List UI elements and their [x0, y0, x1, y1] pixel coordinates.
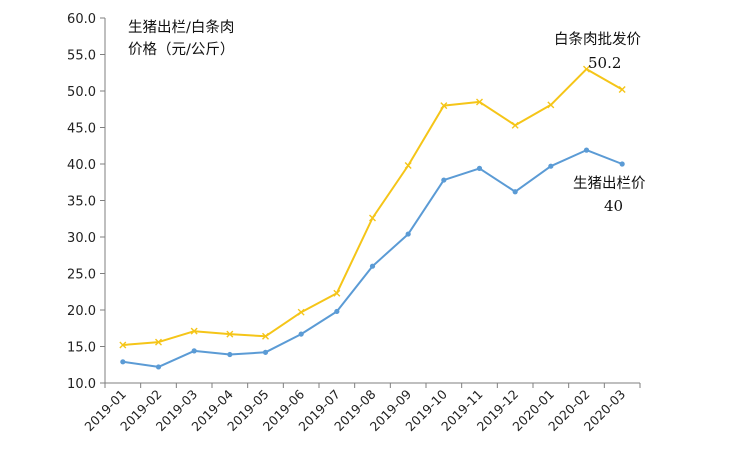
- x-axis: 2019-012019-022019-032019-042019-052019-…: [81, 382, 641, 434]
- y-tick-label: 60.0: [67, 12, 96, 27]
- y-tick-label: 45.0: [67, 122, 96, 137]
- y-tick-label: 30.0: [67, 231, 96, 246]
- series-line: [122, 149, 623, 368]
- data-point: [476, 98, 483, 106]
- data-point: [441, 177, 447, 183]
- data-point: [583, 147, 590, 153]
- y-tick-label: 15.0: [67, 341, 96, 356]
- y-axis-title-line-2: 价格（元/公斤）: [128, 41, 234, 58]
- series-0: [119, 65, 626, 349]
- data-point: [120, 359, 126, 365]
- data-point: [155, 364, 162, 370]
- data-point: [512, 189, 518, 195]
- data-point: [262, 349, 269, 355]
- series-value-live-hog: 40: [604, 197, 623, 215]
- data-point: [583, 65, 590, 73]
- data-point: [476, 165, 483, 171]
- series-1: [120, 147, 625, 370]
- data-point: [405, 231, 411, 237]
- y-tick-label: 10.0: [67, 377, 96, 392]
- data-point: [618, 86, 626, 94]
- data-point: [297, 308, 305, 316]
- data-point: [298, 331, 304, 337]
- data-point: [262, 332, 269, 340]
- data-point: [227, 351, 233, 358]
- y-axis-title-line-1: 生猪出栏/白条肉: [128, 19, 234, 36]
- data-point: [404, 161, 412, 169]
- y-tick-label: 20.0: [67, 304, 96, 319]
- series-label-live-hog: 生猪出栏价: [573, 175, 646, 192]
- series-label-pork-wholesale: 白条肉批发价: [554, 31, 641, 48]
- data-point: [369, 263, 376, 269]
- data-point: [440, 102, 448, 110]
- y-tick-label: 55.0: [67, 49, 96, 64]
- data-point: [547, 101, 555, 109]
- data-point: [119, 341, 127, 349]
- data-point: [333, 289, 341, 297]
- series-line: [122, 68, 623, 346]
- y-tick-label: 40.0: [67, 158, 96, 173]
- series-layer: [119, 65, 626, 370]
- data-point: [155, 338, 162, 346]
- y-tick-label: 35.0: [67, 195, 96, 210]
- y-axis: 10.0 15.0 20.0 25.0 30.0 35.0 40.0 45.0 50.0 55.0…: [67, 12, 106, 392]
- data-point: [548, 163, 554, 169]
- data-point: [369, 214, 376, 222]
- data-point: [511, 121, 519, 129]
- data-point: [334, 308, 340, 315]
- y-tick-label: 50.0: [67, 85, 96, 100]
- series-value-pork-wholesale: 50.2: [588, 54, 621, 72]
- data-point: [190, 327, 198, 335]
- data-point: [619, 161, 625, 167]
- data-point: [226, 330, 234, 338]
- y-tick-label: 25.0: [67, 268, 96, 283]
- data-point: [191, 348, 197, 354]
